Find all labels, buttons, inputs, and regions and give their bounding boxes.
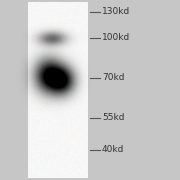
Text: 130kd: 130kd — [102, 8, 130, 17]
Text: 100kd: 100kd — [102, 33, 130, 42]
Text: 55kd: 55kd — [102, 114, 125, 123]
Text: 40kd: 40kd — [102, 145, 124, 154]
Text: 70kd: 70kd — [102, 73, 125, 82]
